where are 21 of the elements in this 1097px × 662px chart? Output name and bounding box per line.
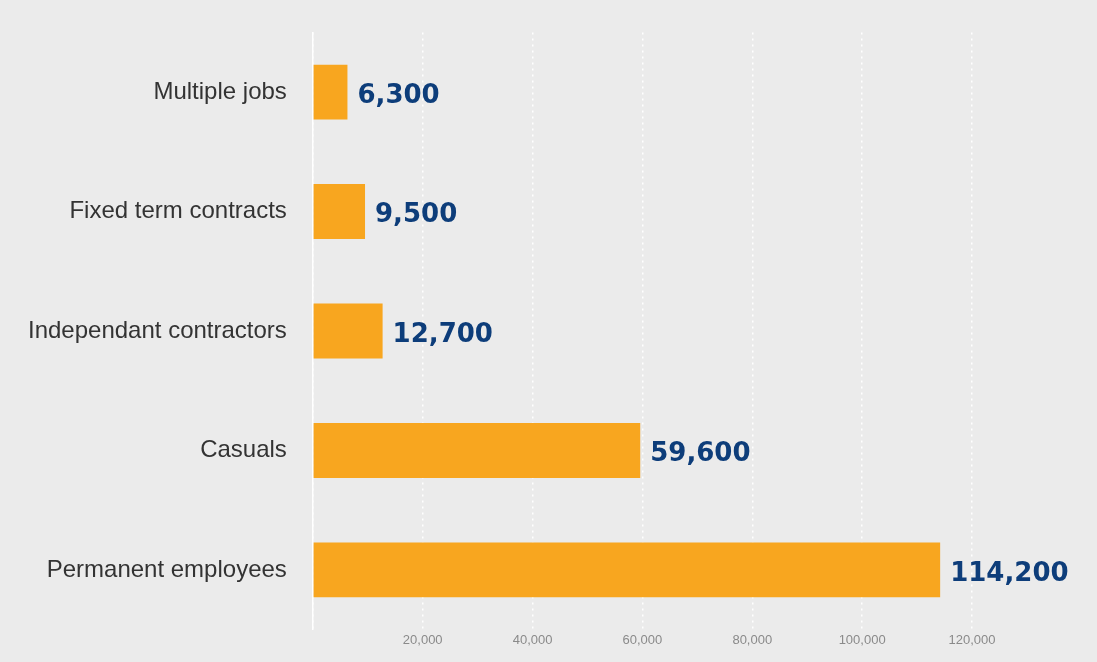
data-label: 9,500 [375,198,458,229]
x-tick-label: 20,000 [402,631,443,647]
x-tick-label: 60,000 [622,631,663,647]
data-label: 114,200 [950,556,1069,587]
data-label: 12,700 [392,317,493,348]
bar [313,64,348,120]
data-label: 6,300 [357,78,440,109]
y-tick-label: Casuals [200,435,287,463]
y-tick-label: Independant contractors [28,315,287,343]
bar [313,422,641,478]
y-tick-label: Multiple jobs [153,76,287,104]
bar [313,184,366,240]
y-tick-label: Fixed term contracts [69,196,287,224]
x-tick-label: 120,000 [948,631,996,647]
bar [313,303,383,359]
x-tick-label: 80,000 [732,631,773,647]
data-label: 59,600 [650,437,751,468]
y-tick-label: Permanent employees [46,554,287,582]
x-tick-label: 40,000 [512,631,553,647]
bar [313,542,941,598]
x-tick-label: 100,000 [838,631,886,647]
